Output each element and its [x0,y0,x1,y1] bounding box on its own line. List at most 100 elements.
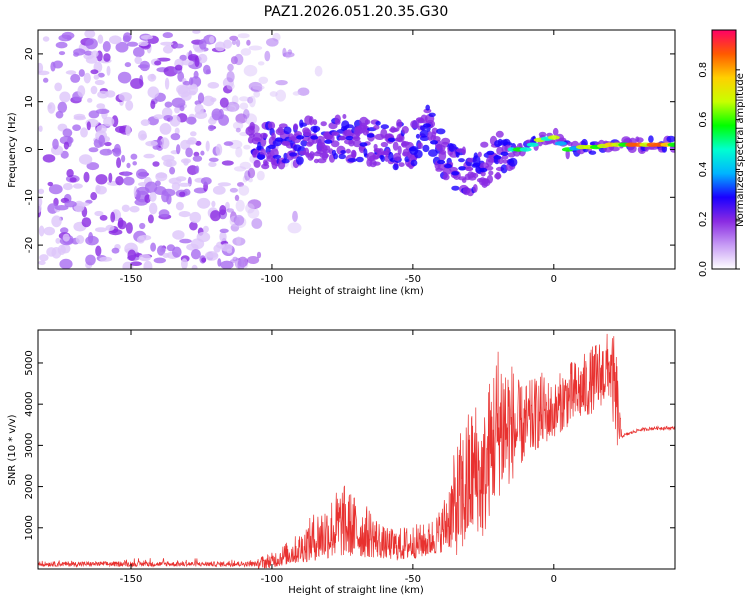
spectrogram-noise-blob [156,57,171,62]
spectrogram-noise-blob [188,83,199,95]
spectrogram-noise-blob [194,111,208,119]
spectrogram-band-blob [458,158,465,163]
spectrogram-noise-blob [236,236,242,246]
spectrogram-band-blob [461,146,466,156]
spectrogram-noise-blob [81,217,92,228]
spectrogram-noise-blob [125,222,133,234]
spectrogram-noise-blob [173,43,184,49]
spectrogram-noise-blob [43,77,49,83]
spectrogram-noise-blob [38,203,42,213]
spectrogram-noise-blob [94,79,105,86]
spectrogram-noise-blob [202,225,209,233]
spectrogram-noise-blob [106,65,111,76]
colorbar-tick-label: 0.2 [698,211,709,227]
spectrogram-noise-blob [90,192,98,201]
spectrogram-band-blob [588,150,597,155]
spectrogram-band-blob [414,149,423,159]
spectrogram-noise-blob [127,249,137,261]
spectrogram-noise-blob [140,133,148,140]
spectrogram-noise-blob [145,140,158,147]
spectrogram-noise-blob [197,197,211,209]
spectrogram-noise-blob [232,256,238,261]
spectrogram-core-blob [387,137,396,142]
spectrogram-noise-blob [208,161,217,167]
spectrogram-x-tick-label: -50 [405,274,421,285]
spectrogram-noise-blob [115,41,129,53]
spectrogram-band-blob [272,154,282,159]
spectrogram-noise-blob [207,124,215,132]
spectrogram-noise-blob [43,226,55,236]
spectrogram-band-blob [486,174,493,184]
colorbar-label: Normalized spectral amplitude [735,73,746,227]
spectrogram-band-blob [610,146,620,152]
spectrogram-noise-blob [193,187,207,194]
spectrogram-band-blob [333,153,338,160]
spectrogram-noise-blob [243,64,258,77]
spectrogram-band-blob [508,157,518,167]
spectrogram-band-blob [398,162,405,168]
spectrogram-noise-blob [204,251,219,261]
spectrogram-noise-blob [54,205,69,211]
spectrogram-band-blob [322,149,331,154]
spectrogram-noise-blob [132,161,137,166]
snr-y-tick-label: 5000 [24,350,35,375]
spectrogram-noise-blob [117,220,127,230]
spectrogram-noise-blob [64,200,77,208]
spectrogram-core-blob [408,147,417,152]
spectrogram-noise-blob [201,257,207,263]
spectrogram-noise-blob [223,39,232,49]
spectrogram-noise-blob [139,60,150,72]
spectrogram-noise-blob [85,56,98,64]
spectrogram-band-blob [342,129,353,138]
spectrogram-noise-blob [58,51,66,56]
spectrogram-noise-blob [205,140,210,152]
spectrogram-noise-blob [124,62,132,68]
spectrogram-core-blob [547,135,560,140]
spectrogram-noise-blob [175,201,184,211]
spectrogram-noise-blob [83,171,90,183]
spectrogram-noise-blob [239,96,249,102]
spectrogram-noise-blob [215,143,223,156]
spectrogram-noise-blob [96,103,106,109]
spectrogram-band-blob [480,141,489,148]
spectrogram-noise-blob [236,39,241,47]
spectrogram-noise-blob [275,80,288,86]
spectrogram-noise-blob [58,34,72,42]
spectrogram-noise-blob [147,214,154,224]
spectrogram-band-blob [364,119,371,125]
spectrogram-band-blob [451,185,460,191]
spectrogram-noise-blob [126,41,139,47]
spectrogram-noise-blob [181,60,194,66]
spectrogram-noise-blob [191,264,198,269]
colorbar-tick-label: 0.6 [698,112,709,128]
spectrogram-noise-blob [234,194,240,201]
spectrogram-noise-blob [95,184,101,194]
spectrogram-noise-blob [182,80,191,86]
spectrogram-core-blob [526,142,539,147]
spectrogram-y-label: Frequency (Hz) [7,112,18,188]
snr-y-tick-label: 4000 [24,391,35,416]
spectrogram-noise-blob [219,97,229,108]
spectrogram-band-blob [666,135,675,143]
spectrogram-noise-blob [211,200,216,208]
spectrogram-noise-blob [115,176,124,186]
spectrogram-noise-blob [111,247,120,254]
snr-series-line [38,333,675,569]
spectrogram-noise-blob [123,171,131,177]
spectrogram-noise-blob [150,242,157,252]
spectrogram-band-blob [431,127,438,134]
spectrogram-noise-blob [90,85,98,95]
spectrogram-noise-blob [189,211,202,224]
spectrogram-noise-blob [153,257,166,264]
spectrogram-core-blob [430,140,438,145]
spectrogram-noise-blob [200,150,205,156]
spectrogram-noise-blob [229,35,239,41]
spectrogram-band-blob [461,178,467,183]
snr-y-tick-label: 1000 [24,515,35,540]
spectrogram-noise-blob [65,70,77,75]
spectrogram-noise-blob [85,254,96,266]
spectrogram-core-blob [303,131,312,137]
spectrogram-band-blob [401,126,409,134]
spectrogram-noise-blob [164,101,173,108]
